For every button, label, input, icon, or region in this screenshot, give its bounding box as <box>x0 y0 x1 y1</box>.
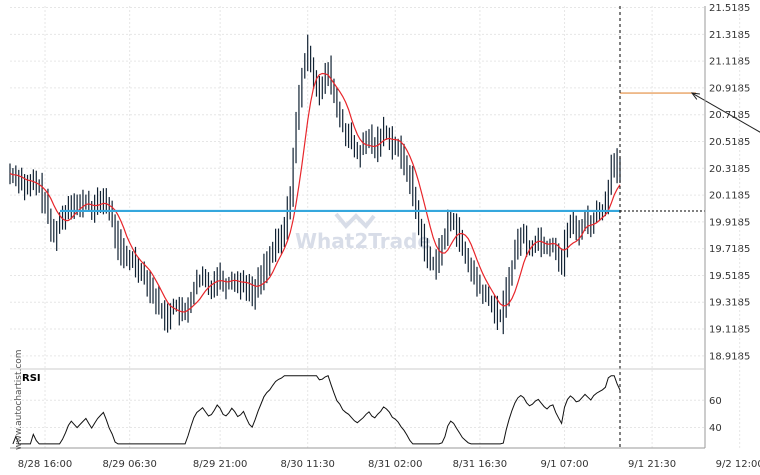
x-tick-label: 8/29 06:30 <box>102 459 156 470</box>
projection-arrow <box>691 92 760 133</box>
y-tick-label: 19.3185 <box>709 298 750 309</box>
y-tick-label: 21.3185 <box>709 30 750 41</box>
x-tick-label: 8/30 11:30 <box>280 459 334 470</box>
y-tick-label: 19.9185 <box>709 217 750 228</box>
y-tick-label: 20.3185 <box>709 164 750 175</box>
rsi-tick-label: 60 <box>709 396 722 407</box>
x-tick-label: 8/28 16:00 <box>18 459 72 470</box>
x-tick-label: 8/29 21:00 <box>193 459 247 470</box>
rsi-label: RSI <box>22 373 41 384</box>
y-tick-label: 20.1185 <box>709 191 750 202</box>
watermark: What2Trade <box>295 229 431 253</box>
y-tick-label: 20.7185 <box>709 110 750 121</box>
y-tick-label: 21.1185 <box>709 57 750 68</box>
rsi-tick-label: 40 <box>709 423 722 434</box>
y-tick-label: 21.5185 <box>709 3 750 14</box>
y-tick-label: 20.5185 <box>709 137 750 148</box>
candles <box>9 34 621 335</box>
side-watermark: www.autochartist.com <box>14 349 24 450</box>
rsi-grid: 60 40 <box>10 396 722 434</box>
y-tick-label: 19.5185 <box>709 271 750 282</box>
y-tick-label: 19.7185 <box>709 244 750 255</box>
price-grid: 21.5185 21.3185 21.1185 20.9185 20.7185 20.51… <box>10 3 750 362</box>
ma-path <box>9 72 621 313</box>
moving-average-line <box>9 72 621 313</box>
levels <box>60 6 760 448</box>
projection-arrowhead <box>690 92 701 100</box>
axes <box>10 6 706 449</box>
x-tick-label: 9/1 21:30 <box>628 459 676 470</box>
watermark-logo <box>334 212 376 229</box>
x-tick-label: 9/2 12:00 <box>716 459 760 470</box>
x-grid: 8/28 16:00 8/29 06:30 8/29 21:00 8/30 11:30… <box>18 6 760 470</box>
x-tick-label: 8/31 02:00 <box>368 459 422 470</box>
rsi-path <box>12 375 621 445</box>
x-tick-label: 9/1 07:00 <box>540 459 588 470</box>
y-tick-label: 20.9185 <box>709 83 750 94</box>
y-tick-label: 18.9185 <box>709 351 750 362</box>
rsi-line <box>12 375 621 445</box>
x-tick-label: 8/31 16:30 <box>453 459 507 470</box>
y-tick-label: 19.1185 <box>709 325 750 336</box>
